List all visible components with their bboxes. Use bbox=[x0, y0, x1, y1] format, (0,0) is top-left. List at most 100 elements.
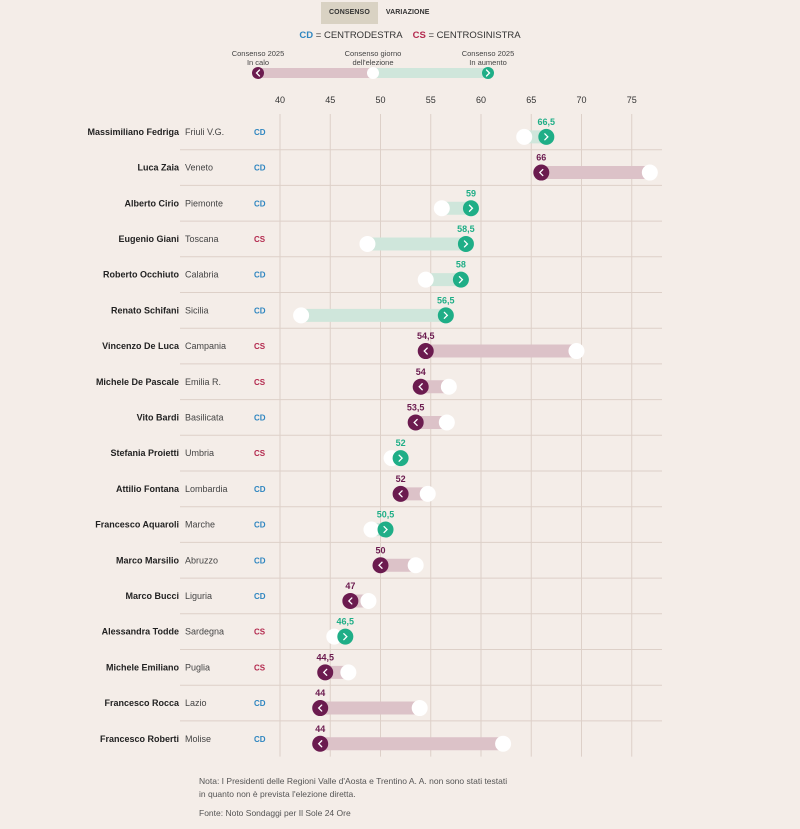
consensus-2025-dot bbox=[538, 128, 555, 145]
coalition-badge: CD bbox=[254, 271, 266, 280]
chevron-right-icon bbox=[485, 69, 491, 77]
president-name: Francesco Roberti bbox=[100, 734, 179, 744]
chart-row: Eugenio Giani Toscana CS 58,5 bbox=[118, 220, 662, 252]
chart-row: Stefania Proietti Umbria CS 52 bbox=[110, 434, 662, 467]
consensus-2025-dot bbox=[417, 343, 434, 360]
value-label: 44 bbox=[315, 724, 325, 734]
chevron-left-icon bbox=[322, 668, 328, 676]
chevron-left-icon bbox=[347, 597, 353, 605]
x-tick-label: 70 bbox=[576, 95, 586, 105]
legend-cs-text: = CENTROSINISTRA bbox=[428, 30, 521, 41]
coalition-badge: CD bbox=[254, 592, 266, 601]
consensus-2025-dot bbox=[342, 592, 359, 609]
region-name: Lazio bbox=[185, 698, 207, 708]
value-label: 54,5 bbox=[417, 331, 435, 341]
view-tabs: CONSENSO VARIAZIONE bbox=[321, 2, 438, 24]
x-tick-label: 40 bbox=[275, 95, 285, 105]
chevron-right-icon bbox=[463, 240, 469, 248]
president-name: Attilio Fontana bbox=[116, 484, 180, 494]
legend-cd-code: CD bbox=[299, 30, 314, 41]
region-name: Veneto bbox=[185, 163, 213, 173]
value-label: 58,5 bbox=[457, 224, 475, 234]
chevron-left-icon bbox=[398, 490, 403, 498]
coalition-badge: CD bbox=[254, 128, 266, 137]
key-label-election-line1: Consenso giorno bbox=[345, 49, 402, 58]
tab-consenso[interactable]: CONSENSO bbox=[321, 2, 378, 24]
key-label-decrease-line2: In calo bbox=[247, 58, 269, 67]
chevron-right-icon bbox=[458, 276, 464, 284]
chart-row: Michele De Pascale Emilia R. CS 54 bbox=[96, 363, 662, 395]
consensus-2025-dot bbox=[533, 164, 550, 181]
election-dot bbox=[440, 378, 457, 395]
chevron-right-icon bbox=[398, 454, 404, 462]
chart-row: Marco Marsilio Abruzzo CD 50 bbox=[116, 541, 662, 574]
key-decrease-dot bbox=[252, 67, 264, 79]
election-dot bbox=[363, 521, 380, 538]
region-name: Emilia R. bbox=[185, 377, 221, 387]
value-label: 47 bbox=[345, 581, 355, 591]
election-dot bbox=[516, 128, 533, 145]
chart-row: Francesco Roberti Molise CD 44 bbox=[100, 720, 662, 752]
value-label: 59 bbox=[466, 188, 476, 198]
president-name: Stefania Proietti bbox=[110, 448, 179, 458]
x-tick-label: 75 bbox=[627, 95, 637, 105]
coalition-badge: CD bbox=[254, 521, 266, 530]
coalition-badge: CS bbox=[254, 378, 266, 387]
chevron-left-icon bbox=[317, 704, 323, 712]
consensus-2025-dot bbox=[462, 200, 479, 217]
x-tick-label: 45 bbox=[325, 95, 335, 105]
consensus-2025-dot bbox=[337, 628, 354, 645]
region-name: Campania bbox=[185, 341, 226, 351]
election-dot bbox=[407, 557, 424, 574]
region-name: Friuli V.G. bbox=[185, 127, 224, 137]
election-dot bbox=[293, 307, 310, 324]
key-label-decrease-line1: Consenso 2025 bbox=[232, 49, 285, 58]
chart-row: Alessandra Todde Sardegna CS 46,5 bbox=[102, 613, 662, 645]
key-label-election-line2: dell'elezione bbox=[352, 58, 393, 67]
coalition-badge: CS bbox=[254, 628, 266, 637]
election-dot bbox=[438, 414, 455, 431]
region-name: Liguria bbox=[185, 591, 212, 601]
president-name: Massimiliano Fedriga bbox=[87, 127, 180, 137]
value-label: 58 bbox=[456, 260, 466, 270]
chevron-left-icon bbox=[378, 561, 383, 569]
region-name: Molise bbox=[185, 734, 211, 744]
value-label: 66,5 bbox=[538, 117, 556, 127]
election-dot bbox=[326, 628, 343, 645]
footnote: Nota: I Presidenti delle Regioni Valle d… bbox=[199, 775, 507, 801]
president-name: Michele Emiliano bbox=[106, 662, 180, 672]
value-label: 52 bbox=[396, 474, 406, 484]
coalition-badge: CD bbox=[254, 164, 266, 173]
consensus-2025-dot bbox=[437, 307, 454, 324]
chevron-right-icon bbox=[544, 133, 549, 141]
chevron-right-icon bbox=[443, 311, 449, 319]
chevron-right-icon bbox=[383, 525, 388, 534]
president-name: Renato Schifani bbox=[111, 305, 179, 315]
coalition-badge: CS bbox=[254, 663, 266, 672]
election-dot bbox=[340, 664, 357, 681]
consensus-2025-dot bbox=[407, 414, 424, 431]
chart-row: Marco Bucci Liguria CD 47 bbox=[125, 577, 662, 609]
value-label: 46,5 bbox=[337, 617, 355, 627]
footnote-line-2: in quanto non è prevista l'elezione dire… bbox=[199, 789, 356, 799]
tab-variazione[interactable]: VARIAZIONE bbox=[385, 9, 430, 16]
region-name: Marche bbox=[185, 520, 215, 530]
election-dot bbox=[641, 164, 658, 181]
consensus-2025-dot bbox=[372, 557, 389, 574]
value-label: 53,5 bbox=[407, 402, 425, 412]
election-dot bbox=[495, 735, 512, 752]
consensus-2025-dot bbox=[392, 485, 409, 502]
chevron-left-icon bbox=[413, 418, 418, 427]
coalition-badge: CD bbox=[254, 556, 266, 565]
president-name: Vito Bardi bbox=[137, 412, 179, 422]
x-tick-label: 50 bbox=[375, 95, 385, 105]
chart-rows: Massimiliano Fedriga Friuli V.G. CD 66,5 Luc… bbox=[87, 117, 662, 752]
president-name: Francesco Rocca bbox=[104, 698, 180, 708]
coalition-badge: CD bbox=[254, 306, 266, 315]
region-name: Sardegna bbox=[185, 627, 224, 637]
region-name: Umbria bbox=[185, 448, 214, 458]
coalition-badge: CS bbox=[254, 235, 266, 244]
value-label: 56,5 bbox=[437, 295, 455, 305]
consensus-2025-dot bbox=[317, 664, 334, 681]
region-name: Abruzzo bbox=[185, 555, 218, 565]
